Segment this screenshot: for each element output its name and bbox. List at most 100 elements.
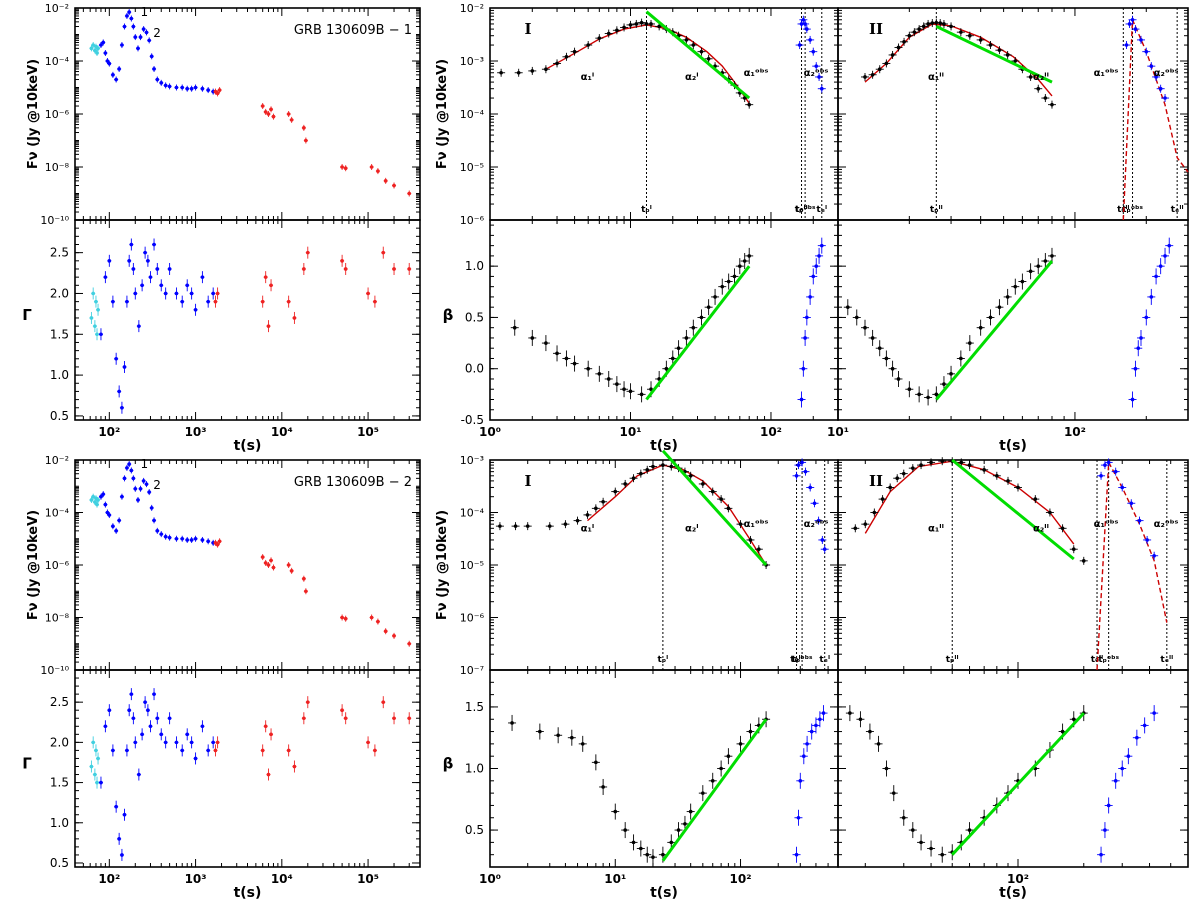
- beta-point-obs: [1103, 828, 1107, 832]
- flux-point-data: [748, 538, 753, 542]
- beta-point-data: [959, 356, 963, 361]
- flux-point-data: [917, 27, 921, 31]
- flux-point-data: [1050, 102, 1054, 107]
- slope-label: α₂ᴵᴵ: [1033, 72, 1049, 83]
- flux-point-data: [902, 40, 906, 44]
- flux-point-data: [691, 43, 696, 47]
- flux-point-xrt: [114, 529, 118, 533]
- flux-point-xrt: [125, 14, 129, 18]
- index-point-xrt: [185, 732, 190, 737]
- flux-point-data: [706, 57, 711, 61]
- flux-point-late: [383, 179, 388, 183]
- flux-point-xrt: [101, 492, 106, 496]
- index-point-late: [266, 772, 271, 777]
- flux-point-xrt: [127, 462, 131, 466]
- beta-point-data: [720, 284, 725, 289]
- beta-point-data: [683, 822, 687, 826]
- x-tick-label: 10¹: [620, 425, 642, 439]
- flux-point-xrt: [189, 86, 194, 91]
- flux-point-data: [884, 61, 889, 66]
- beta-point-data: [615, 382, 619, 386]
- beta-point-data: [1060, 729, 1065, 734]
- flux-point-xrt: [122, 476, 127, 481]
- index-point-xrt: [103, 275, 108, 279]
- flux-point-obs: [1127, 22, 1132, 26]
- flux-point-data: [606, 31, 611, 36]
- beta-point-data: [710, 779, 715, 783]
- flux-point-obs: [1144, 49, 1149, 54]
- beta-point-data: [719, 766, 723, 771]
- beta-point-data: [1013, 284, 1018, 289]
- peak-label: 1: [140, 457, 148, 471]
- beta-point-data: [968, 341, 972, 345]
- flux-point-early: [96, 498, 100, 502]
- flux-point-obs: [1103, 463, 1107, 467]
- flux-point-late: [302, 126, 306, 130]
- beta-point-data: [676, 828, 681, 832]
- lightcurve-frame: [74, 459, 421, 671]
- beta-point-data: [512, 325, 517, 330]
- index-point-late: [373, 299, 377, 304]
- flux-point-xrt: [136, 46, 140, 51]
- flux-point-data: [597, 36, 602, 40]
- beta-point-data: [858, 717, 863, 722]
- flux-point-data: [1016, 485, 1020, 490]
- index-point-xrt: [107, 259, 112, 263]
- flux-point-data: [563, 522, 568, 526]
- index-point-early: [89, 764, 94, 769]
- index-point-xrt: [189, 740, 194, 745]
- slope-label: α₁ᵒᵇˢ: [744, 519, 769, 530]
- index-point-late: [366, 291, 370, 296]
- y-tick-label: -0.5: [461, 413, 484, 427]
- time-marker-label: tₚᵒᵇˢ: [792, 655, 813, 665]
- beta-point-data: [597, 372, 602, 376]
- index-point-late: [260, 299, 265, 304]
- fit-curve-dashed: [1122, 19, 1189, 221]
- index-point-xrt: [206, 299, 210, 304]
- beta-point-data: [1020, 279, 1025, 284]
- flux-point-data: [644, 22, 649, 26]
- flux-point-late: [266, 563, 271, 567]
- lightcurve-frame: [74, 7, 421, 221]
- beta-point-obs: [817, 254, 821, 258]
- flux-point-obs: [1133, 27, 1138, 31]
- index-point-xrt: [99, 780, 103, 785]
- flux-point-xrt: [120, 43, 124, 47]
- index-point-late: [269, 732, 273, 737]
- flux-point-xrt: [200, 86, 205, 91]
- index-point-early: [91, 291, 95, 296]
- beta-point-obs: [811, 274, 816, 279]
- y-axis-label: Γ: [22, 755, 32, 773]
- flux-point-data: [661, 463, 665, 467]
- flux-point-xrt: [159, 532, 164, 536]
- y-tick-label: 10⁻³: [460, 55, 484, 68]
- beta-point-data: [742, 259, 747, 263]
- flux-point-data: [547, 524, 552, 528]
- beta-point-data: [639, 846, 643, 851]
- flux-point-late: [286, 563, 291, 567]
- flux-point-early: [89, 498, 94, 502]
- flux-point-data: [995, 474, 999, 478]
- y-tick-label: 0.5: [465, 823, 484, 837]
- beta-point-data: [706, 305, 711, 309]
- beta-point-obs: [1144, 315, 1149, 320]
- beta-point-data: [564, 356, 569, 361]
- index-point-xrt: [174, 291, 179, 296]
- index-point-xrt: [185, 283, 190, 288]
- index-point-xrt: [211, 291, 215, 296]
- flux-point-data: [719, 497, 723, 501]
- flux-point-late: [376, 169, 380, 173]
- flux-point-data: [651, 464, 655, 469]
- flux-point-data: [634, 22, 639, 26]
- beta-point-data: [877, 346, 882, 351]
- flux-point-xrt: [127, 10, 131, 14]
- slope-label: α₁ᵒᵇˢ: [1094, 519, 1119, 530]
- flux-point-late: [369, 615, 374, 620]
- flux-point-data: [585, 513, 590, 517]
- flux-point-late: [260, 104, 265, 108]
- index-point-late: [343, 267, 348, 271]
- beta-point-data: [891, 791, 896, 795]
- flux-point-late: [217, 88, 222, 92]
- y-tick-label: 10⁻⁵: [460, 161, 484, 174]
- flux-point-data: [888, 485, 892, 490]
